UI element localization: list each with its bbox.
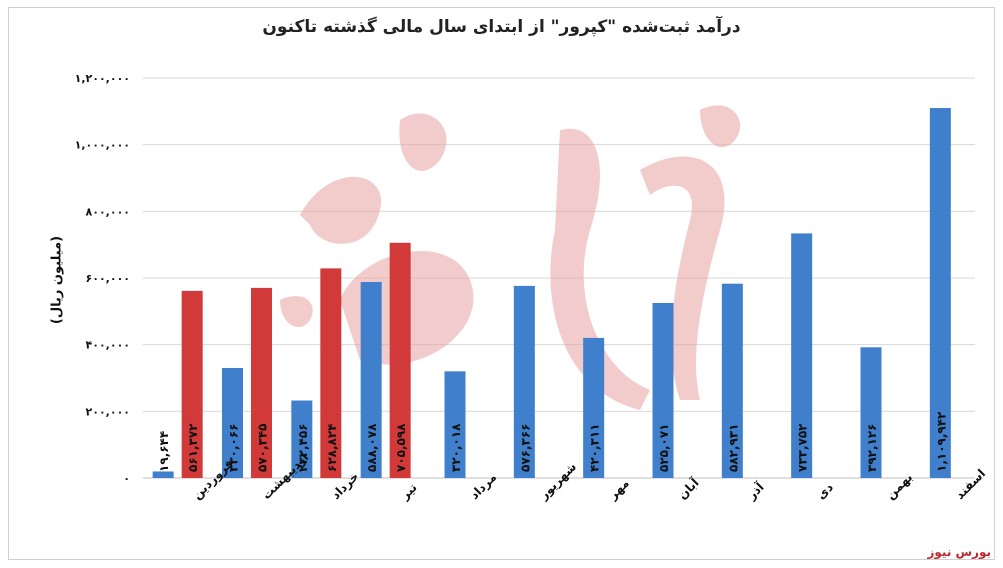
- bar-series2: [251, 287, 272, 478]
- bars: [152, 108, 951, 478]
- bar-series1: [929, 108, 951, 478]
- bar-series1: [222, 367, 243, 478]
- data-label: ۱۹,۶۴۴: [157, 431, 171, 472]
- data-label: ۵۷۰,۳۴۵: [256, 423, 270, 472]
- data-label: ۵۷۶,۳۶۶: [518, 423, 532, 472]
- data-label: ۵۸۸,۰۷۸: [365, 423, 379, 472]
- bar-series2: [181, 290, 203, 478]
- bar-series1: [583, 337, 605, 478]
- data-label: ۳۹۲,۱۲۶: [865, 423, 879, 472]
- category-label: دی: [814, 480, 836, 502]
- y-tick-label: ۴۰۰,۰۰۰: [86, 339, 130, 352]
- bar-series1: [513, 285, 535, 478]
- bar-series1: [444, 371, 466, 478]
- category-label: آبان: [675, 474, 703, 502]
- y-tick-label: ۱,۰۰۰,۰۰۰: [75, 139, 130, 152]
- data-label: ۷۰۵,۵۹۸: [394, 423, 408, 472]
- data-label: ۵۸۲,۹۳۱: [726, 423, 740, 472]
- bar-series1: [860, 347, 882, 478]
- bar-series2: [389, 242, 411, 478]
- bar-series1: [360, 281, 382, 478]
- bar-series2: [320, 268, 342, 478]
- chart-frame: [8, 7, 995, 560]
- category-label: آذر: [743, 479, 767, 503]
- category-label: اسفند: [953, 466, 989, 502]
- data-label: ۲۳۲,۴۵۶: [296, 423, 310, 472]
- y-tick-label: ۰: [123, 472, 130, 485]
- category-label: مرداد: [467, 470, 499, 502]
- category-label: مهر: [605, 476, 632, 503]
- category-label: تیر: [397, 480, 420, 503]
- data-label: ۵۲۵,۰۷۱: [657, 423, 671, 472]
- bar-series1: [152, 471, 174, 478]
- grid-lines: [143, 77, 975, 479]
- y-tick-label: ۲۰۰,۰۰۰: [86, 405, 130, 418]
- category-label: بهمن: [883, 470, 915, 502]
- bar-series1: [721, 283, 743, 478]
- data-label: ۷۳۳,۷۵۲: [796, 423, 810, 472]
- data-label: ۳۳۰,۰۶۶: [227, 423, 241, 472]
- bar-series1: [652, 302, 674, 478]
- bar-series1: [291, 400, 313, 478]
- y-tick-label: ۶۰۰,۰۰۰: [86, 272, 130, 285]
- data-label: ۳۲۰,۰۱۸: [449, 423, 463, 472]
- category-label: شهریور: [536, 460, 580, 504]
- source-label: بورس نیوز: [927, 545, 991, 559]
- data-labels: ۱۹,۶۴۴ ۵۶۱,۳۷۲ ۳۳۰,۰۶۶ ۵۷۰,۳۴۵ ۲۳۲,۴۵۶ ۶۲۸,۸۲…: [157, 411, 948, 472]
- y-tick-labels: ۰ ۲۰۰,۰۰۰ ۴۰۰,۰۰۰ ۶۰۰,۰۰۰ ۸۰۰,۰۰۰ ۱,۰۰۰,۰۰۰ ۱,…: [75, 72, 130, 485]
- data-label: ۵۶۱,۳۷۲: [186, 423, 200, 472]
- data-label: ۴۲۰,۳۱۱: [588, 423, 602, 472]
- bar-series1: [791, 233, 813, 478]
- chart-title: درآمد ثبت‌شده "کپرور" از ابتدای سال مالی…: [262, 17, 741, 37]
- data-label: ۶۲۸,۸۲۴: [325, 423, 339, 472]
- y-tick-label: ۱,۲۰۰,۰۰۰: [75, 72, 130, 85]
- y-tick-label: ۸۰۰,۰۰۰: [86, 205, 130, 218]
- data-label: ۱,۱۰۹,۹۴۲: [934, 411, 948, 472]
